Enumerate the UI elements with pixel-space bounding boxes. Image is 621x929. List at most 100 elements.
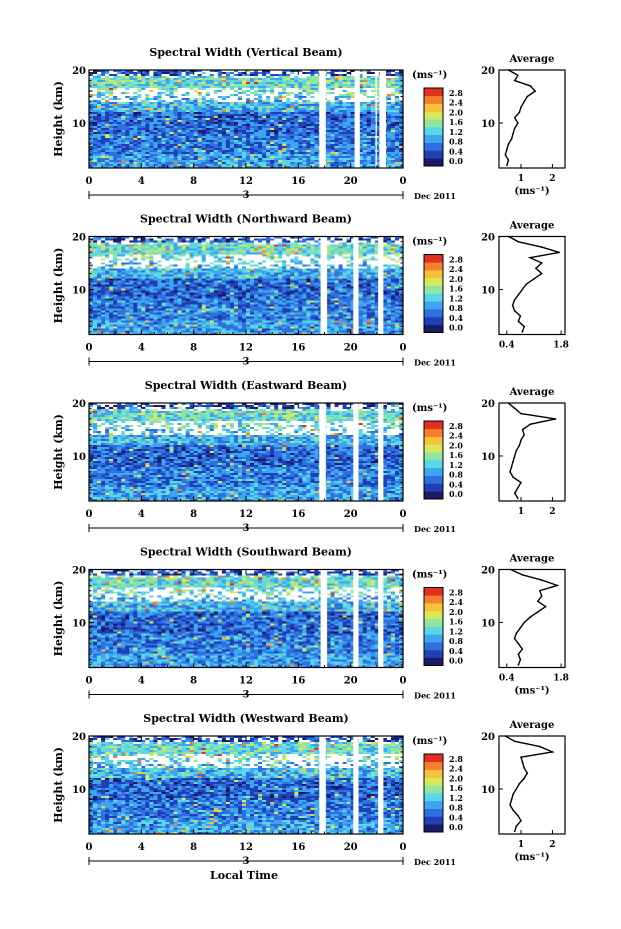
heatmap-cell [101,134,106,137]
heatmap-cell [185,154,190,157]
heatmap-cell [346,160,351,163]
heatmap-cell [278,254,283,257]
heatmap-cell [109,118,114,121]
heatmap-cell [225,94,231,97]
heatmap-cell [330,94,335,97]
heatmap-cell [241,136,247,139]
heatmap-cell [330,152,335,155]
heatmap-cell [338,88,343,91]
heatmap-cell [306,116,311,119]
heatmap-cell [338,126,343,129]
heatmap-cell [254,86,259,89]
heatmap-cell [185,128,190,131]
heatmap-cell [189,152,194,155]
heatmap-cell [133,246,138,249]
heatmap-cell [141,250,146,253]
heatmap-cell [101,104,106,107]
heatmap-cell [362,260,368,263]
heatmap-cell [129,254,134,257]
heatmap-cell [189,128,194,131]
heatmap-cell [217,92,223,95]
heatmap-cell [330,110,335,113]
heatmap-cell [145,80,150,83]
heatmap-cell [394,92,400,95]
heatmap-cell [334,124,339,127]
heatmap-cell [390,130,396,133]
heatmap-cell [101,112,106,115]
heatmap-cell [342,116,347,119]
heatmap-cell [145,106,150,109]
heatmap-cell [274,152,279,155]
heatmap-cell [193,86,198,89]
heatmap-cell [394,158,400,161]
heatmap-cell [246,256,251,259]
heatmap-cell [185,104,190,107]
heatmap-cell [366,72,372,75]
heatmap-cell [241,104,247,107]
heatmap-cell [93,116,98,119]
heatmap-cell [161,106,166,109]
heatmap-cell [250,88,255,91]
heatmap-cell [221,108,227,111]
heatmap-cell [233,164,239,167]
average-y-tick-label: 10 [481,119,495,130]
heatmap-cell [165,116,170,119]
heatmap-cell [237,120,243,123]
heatmap-cell [342,148,347,151]
heatmap-cell [270,150,275,153]
heatmap-cell [233,88,239,91]
heatmap-cell [278,164,283,167]
heatmap-cell [121,250,126,253]
heatmap-cell [161,244,166,247]
heatmap-cell [266,114,271,117]
heatmap-cell [306,146,311,149]
heatmap-cell [145,96,150,99]
heatmap-cell [125,138,130,141]
heatmap-cell [390,256,396,259]
heatmap-cell [213,258,219,261]
heatmap-cell [346,142,351,145]
heatmap-cell [266,116,271,119]
heatmap-cell [358,246,364,249]
heatmap-cell [258,106,263,109]
x-tick-label: 12 [239,176,253,187]
heatmap-cell [109,250,114,253]
heatmap-cell [278,246,283,249]
heatmap-cell [161,152,166,155]
heatmap-cell [366,244,372,247]
heatmap-cell [237,98,243,101]
heatmap-cell [229,114,235,117]
heatmap-cell [237,256,243,259]
heatmap-cell [346,118,351,121]
heatmap-cell [117,136,122,139]
heatmap-cell [125,244,130,247]
heatmap-cell [250,108,255,111]
heatmap-cell [310,144,315,147]
heatmap-cell [217,120,223,123]
heatmap-cell [125,88,130,91]
heatmap-cell [374,156,380,159]
heatmap-cell [201,144,207,147]
heatmap-cell [197,116,203,119]
heatmap-cell [101,254,106,257]
heatmap-cell [129,78,134,81]
heatmap-cell [181,240,186,243]
heatmap-cell [350,118,355,121]
heatmap-cell [386,138,392,141]
heatmap-cell [342,90,347,93]
heatmap-cell [250,82,255,85]
heatmap-cell [109,116,114,119]
heatmap-cell [153,128,158,131]
heatmap-cell [250,240,255,243]
heatmap-cell [342,146,347,149]
heatmap-cell [205,80,211,83]
heatmap-cell [177,162,182,165]
heatmap-cell [197,250,203,253]
heatmap-cell [225,86,231,89]
heatmap-cell [302,106,307,109]
heatmap-cell [254,132,259,135]
heatmap-cell [262,124,267,127]
heatmap-cell [173,258,178,261]
heatmap-cell [173,146,178,149]
heatmap-cell [137,256,142,259]
